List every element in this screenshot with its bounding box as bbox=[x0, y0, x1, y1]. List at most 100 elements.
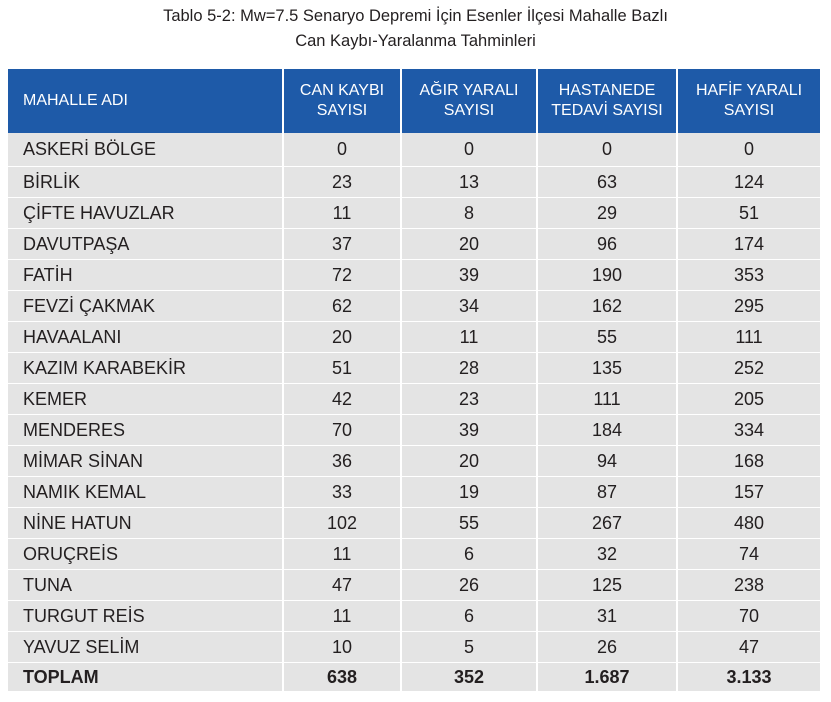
agir-yarali-cell: 20 bbox=[401, 445, 538, 477]
hastanede-tedavi-cell: 0 bbox=[537, 133, 678, 167]
hafif-yarali-cell: 353 bbox=[677, 259, 820, 291]
table-row: MİMAR SİNAN 36 20 94 168 bbox=[8, 445, 820, 477]
can-kaybi-cell: 11 bbox=[283, 600, 402, 632]
table-row: YAVUZ SELİM 10 5 26 47 bbox=[8, 631, 820, 663]
hastanede-tedavi-cell: 190 bbox=[537, 259, 678, 291]
mahalle-name-cell: KAZIM KARABEKİR bbox=[8, 352, 284, 384]
hafif-yarali-cell: 157 bbox=[677, 476, 820, 508]
agir-yarali-cell: 39 bbox=[401, 414, 538, 446]
hastanede-tedavi-cell: 29 bbox=[537, 197, 678, 229]
column-header-label: TEDAVİ SAYISI bbox=[551, 102, 663, 119]
casualty-table: MAHALLE ADI CAN KAYBI SAYISI AĞIR YARALI… bbox=[8, 69, 820, 692]
can-kaybi-cell: 51 bbox=[283, 352, 402, 384]
table-caption: Tablo 5-2: Mw=7.5 Senaryo Depremi İçin E… bbox=[0, 4, 831, 54]
agir-yarali-cell: 26 bbox=[401, 569, 538, 601]
hastanede-tedavi-cell: 94 bbox=[537, 445, 678, 477]
table-row: ÇİFTE HAVUZLAR 11 8 29 51 bbox=[8, 197, 820, 229]
total-row: TOPLAM 638 352 1.687 3.133 bbox=[8, 662, 820, 692]
can-kaybi-cell: 62 bbox=[283, 290, 402, 322]
hastanede-tedavi-cell: 184 bbox=[537, 414, 678, 446]
can-kaybi-cell: 36 bbox=[283, 445, 402, 477]
can-kaybi-cell: 11 bbox=[283, 538, 402, 570]
mahalle-name-cell: ORUÇREİS bbox=[8, 538, 284, 570]
hastanede-tedavi-cell: 32 bbox=[537, 538, 678, 570]
mahalle-name-cell: YAVUZ SELİM bbox=[8, 631, 284, 663]
column-header-label: AĞIR YARALI bbox=[419, 82, 519, 99]
hastanede-tedavi-cell: 125 bbox=[537, 569, 678, 601]
can-kaybi-cell: 102 bbox=[283, 507, 402, 539]
hafif-yarali-cell: 47 bbox=[677, 631, 820, 663]
table-row: FATİH 72 39 190 353 bbox=[8, 259, 820, 291]
mahalle-name-cell: TUNA bbox=[8, 569, 284, 601]
mahalle-name-cell: KEMER bbox=[8, 383, 284, 415]
table-row: TURGUT REİS 11 6 31 70 bbox=[8, 600, 820, 632]
total-can-kaybi-cell: 638 bbox=[283, 662, 402, 692]
hastanede-tedavi-cell: 55 bbox=[537, 321, 678, 353]
hastanede-tedavi-cell: 31 bbox=[537, 600, 678, 632]
can-kaybi-cell: 10 bbox=[283, 631, 402, 663]
caption-line-1: Tablo 5-2: Mw=7.5 Senaryo Depremi İçin E… bbox=[163, 7, 668, 25]
agir-yarali-cell: 13 bbox=[401, 166, 538, 198]
can-kaybi-cell: 11 bbox=[283, 197, 402, 229]
column-header-label: MAHALLE ADI bbox=[23, 92, 128, 109]
hafif-yarali-cell: 168 bbox=[677, 445, 820, 477]
can-kaybi-cell: 33 bbox=[283, 476, 402, 508]
agir-yarali-cell: 39 bbox=[401, 259, 538, 291]
total-agir-yarali-cell: 352 bbox=[401, 662, 538, 692]
column-header-mahalle: MAHALLE ADI bbox=[8, 69, 284, 133]
total-hafif-yarali-cell: 3.133 bbox=[677, 662, 820, 692]
column-header-label: SAYISI bbox=[316, 102, 368, 119]
mahalle-name-cell: HAVAALANI bbox=[8, 321, 284, 353]
hafif-yarali-cell: 205 bbox=[677, 383, 820, 415]
hastanede-tedavi-cell: 26 bbox=[537, 631, 678, 663]
agir-yarali-cell: 23 bbox=[401, 383, 538, 415]
hastanede-tedavi-cell: 135 bbox=[537, 352, 678, 384]
table-row: NAMIK KEMAL 33 19 87 157 bbox=[8, 476, 820, 508]
agir-yarali-cell: 28 bbox=[401, 352, 538, 384]
mahalle-name-cell: BİRLİK bbox=[8, 166, 284, 198]
table-row: TUNA 47 26 125 238 bbox=[8, 569, 820, 601]
table-row: ORUÇREİS 11 6 32 74 bbox=[8, 538, 820, 570]
hastanede-tedavi-cell: 267 bbox=[537, 507, 678, 539]
hafif-yarali-cell: 252 bbox=[677, 352, 820, 384]
hafif-yarali-cell: 174 bbox=[677, 228, 820, 260]
agir-yarali-cell: 5 bbox=[401, 631, 538, 663]
mahalle-name-cell: ASKERİ BÖLGE bbox=[8, 133, 284, 167]
column-header-label: HAFİF YARALI bbox=[695, 82, 803, 99]
hastanede-tedavi-cell: 162 bbox=[537, 290, 678, 322]
agir-yarali-cell: 20 bbox=[401, 228, 538, 260]
hafif-yarali-cell: 334 bbox=[677, 414, 820, 446]
column-header-label: HASTANEDE bbox=[558, 82, 656, 99]
column-header-agir-yarali: AĞIR YARALI SAYISI bbox=[401, 69, 538, 133]
column-header-hastanede-tedavi: HASTANEDE TEDAVİ SAYISI bbox=[537, 69, 678, 133]
hafif-yarali-cell: 51 bbox=[677, 197, 820, 229]
total-label-cell: TOPLAM bbox=[8, 662, 284, 692]
table-row: DAVUTPAŞA 37 20 96 174 bbox=[8, 228, 820, 260]
mahalle-name-cell: FEVZİ ÇAKMAK bbox=[8, 290, 284, 322]
agir-yarali-cell: 0 bbox=[401, 133, 538, 167]
hafif-yarali-cell: 111 bbox=[677, 321, 820, 353]
hafif-yarali-cell: 74 bbox=[677, 538, 820, 570]
can-kaybi-cell: 47 bbox=[283, 569, 402, 601]
table-row: KAZIM KARABEKİR 51 28 135 252 bbox=[8, 352, 820, 384]
column-header-label: SAYISI bbox=[723, 102, 775, 119]
hafif-yarali-cell: 480 bbox=[677, 507, 820, 539]
mahalle-name-cell: NİNE HATUN bbox=[8, 507, 284, 539]
table-row: ASKERİ BÖLGE 0 0 0 0 bbox=[8, 133, 820, 167]
agir-yarali-cell: 19 bbox=[401, 476, 538, 508]
mahalle-name-cell: FATİH bbox=[8, 259, 284, 291]
mahalle-name-cell: ÇİFTE HAVUZLAR bbox=[8, 197, 284, 229]
column-header-label: CAN KAYBI bbox=[299, 82, 385, 99]
hastanede-tedavi-cell: 96 bbox=[537, 228, 678, 260]
table-row: MENDERES 70 39 184 334 bbox=[8, 414, 820, 446]
agir-yarali-cell: 8 bbox=[401, 197, 538, 229]
can-kaybi-cell: 42 bbox=[283, 383, 402, 415]
can-kaybi-cell: 70 bbox=[283, 414, 402, 446]
hafif-yarali-cell: 238 bbox=[677, 569, 820, 601]
table-row: BİRLİK 23 13 63 124 bbox=[8, 166, 820, 198]
mahalle-name-cell: MİMAR SİNAN bbox=[8, 445, 284, 477]
can-kaybi-cell: 20 bbox=[283, 321, 402, 353]
total-hastanede-tedavi-cell: 1.687 bbox=[537, 662, 678, 692]
agir-yarali-cell: 55 bbox=[401, 507, 538, 539]
table-row: KEMER 42 23 111 205 bbox=[8, 383, 820, 415]
